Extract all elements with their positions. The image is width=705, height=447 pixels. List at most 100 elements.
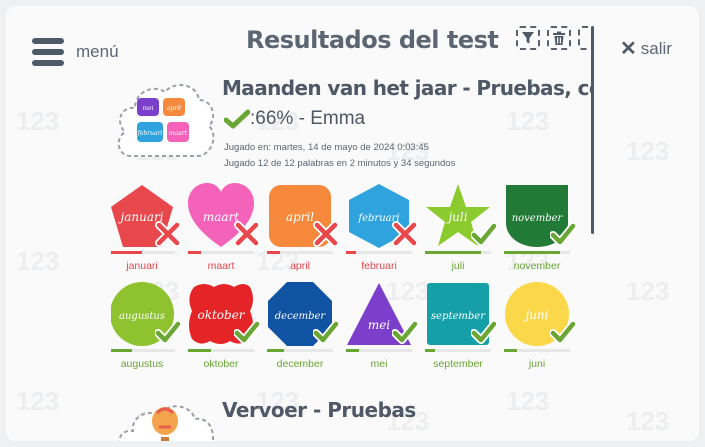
check-icon: [234, 320, 260, 344]
check-icon: [471, 320, 497, 344]
progress-fill: [111, 349, 133, 352]
app-frame: 123 123 123 123 123 123 123 123 123 123 123 123 123 1…: [6, 6, 699, 441]
progress-fill: [188, 349, 212, 352]
check-icon: [392, 320, 418, 344]
word-card[interactable]: juni juni: [502, 281, 576, 373]
progress-bar: [504, 349, 570, 352]
word-label: februari: [361, 260, 397, 272]
played-summary: Jugado 12 de 12 palabras en 2 minutos y …: [224, 158, 456, 169]
results-list: mei april februari maart Maanden van het ja…: [111, 66, 591, 441]
header: menú Resultados del test ✕ salir: [6, 6, 699, 74]
word-shape-text: mei: [368, 318, 390, 332]
word-card[interactable]: mei mei: [344, 281, 418, 373]
word-label: maart: [207, 260, 235, 272]
balloon-icon: [152, 407, 178, 441]
scrollbar[interactable]: [591, 26, 594, 234]
word-shape: januari: [111, 185, 173, 247]
exit-label: salir: [640, 38, 672, 58]
cross-icon: [234, 221, 260, 247]
word-label: december: [276, 358, 324, 370]
word-shape: februari: [349, 184, 409, 248]
progress-bar: [504, 251, 570, 254]
word-shape-text: april: [286, 210, 314, 224]
exit-button[interactable]: ✕ salir: [620, 36, 672, 61]
word-shape-text: augustus: [119, 311, 165, 322]
progress-bar: [346, 251, 412, 254]
check-icon: [550, 320, 576, 344]
word-shape-text: oktober: [197, 308, 245, 322]
thumbnail-shape: [167, 122, 189, 142]
next-test-title: Vervoer - Pruebas: [222, 398, 416, 422]
word-card[interactable]: februari februari: [344, 183, 418, 275]
word-card[interactable]: september september: [423, 281, 497, 373]
thumbnail-shape: [137, 122, 163, 142]
progress-fill: [425, 349, 435, 352]
progress-fill: [425, 251, 482, 254]
trash-icon: [553, 31, 565, 45]
score: :66% - Emma: [224, 108, 365, 130]
word-shape: maart: [188, 183, 254, 247]
progress-bar: [267, 349, 333, 352]
next-test-thumbnail[interactable]: [113, 391, 218, 441]
progress-bar: [188, 251, 254, 254]
word-shape: oktober: [189, 284, 253, 344]
menu-button[interactable]: menú: [32, 38, 119, 66]
word-label: juli: [451, 260, 465, 272]
word-shape-text: september: [431, 311, 486, 322]
progress-bar: [425, 349, 491, 352]
cross-icon: [313, 221, 339, 247]
check-icon: [313, 320, 339, 344]
progress-fill: [504, 251, 561, 254]
test-thumbnail[interactable]: mei april februari maart: [113, 76, 218, 166]
word-card[interactable]: oktober oktober: [186, 281, 260, 373]
word-shape-text: december: [275, 311, 327, 322]
word-label: april: [290, 260, 310, 272]
progress-bar: [346, 349, 412, 352]
page-title: Resultados del test: [246, 26, 499, 54]
word-card[interactable]: augustus augustus: [111, 281, 181, 373]
word-label: januari: [126, 260, 158, 272]
word-shape-text: januari: [117, 210, 163, 224]
word-card[interactable]: april april: [265, 183, 339, 275]
word-shape: april: [269, 185, 331, 247]
progress-bar: [111, 251, 175, 254]
word-card[interactable]: december december: [265, 281, 339, 373]
progress-fill: [346, 349, 360, 352]
word-label: september: [433, 358, 483, 370]
word-label: mei: [370, 358, 388, 370]
word-shape-text: november: [512, 213, 564, 224]
test-title: Maanden van het jaar - Pruebas, comprens…: [222, 76, 591, 100]
check-icon: [471, 222, 497, 246]
word-label: november: [513, 260, 561, 272]
thumbnail-shape: [163, 98, 185, 116]
word-shape-text: februari: [357, 213, 399, 224]
score-text: :66% - Emma: [250, 108, 366, 129]
cross-icon: [392, 221, 418, 247]
word-card[interactable]: maart maart: [186, 183, 260, 275]
progress-fill: [504, 349, 518, 352]
word-shape-text: maart: [203, 210, 239, 224]
progress-bar: [111, 349, 175, 352]
close-icon: ✕: [620, 38, 637, 60]
filter-icon: [522, 32, 534, 44]
check-icon: [155, 320, 181, 344]
thumbnail-word: februari: [137, 130, 163, 137]
word-label: juni: [528, 358, 546, 370]
menu-icon: [32, 38, 64, 66]
thumbnail-word: maart: [169, 130, 188, 137]
check-icon: [224, 109, 250, 129]
progress-bar: [267, 251, 333, 254]
more-tools-button[interactable]: [578, 26, 588, 50]
cross-icon: [155, 221, 181, 247]
word-card[interactable]: november november: [502, 183, 576, 275]
word-card[interactable]: juli juli: [423, 183, 497, 275]
progress-bar: [425, 251, 491, 254]
thumbnail-word: mei: [142, 105, 153, 112]
word-card[interactable]: januari januari: [111, 183, 181, 275]
word-shape-text: juni: [522, 308, 548, 322]
delete-button[interactable]: [547, 26, 571, 50]
filter-button[interactable]: [516, 26, 540, 50]
progress-fill: [267, 251, 281, 254]
progress-fill: [346, 251, 356, 254]
progress-fill: [188, 251, 202, 254]
